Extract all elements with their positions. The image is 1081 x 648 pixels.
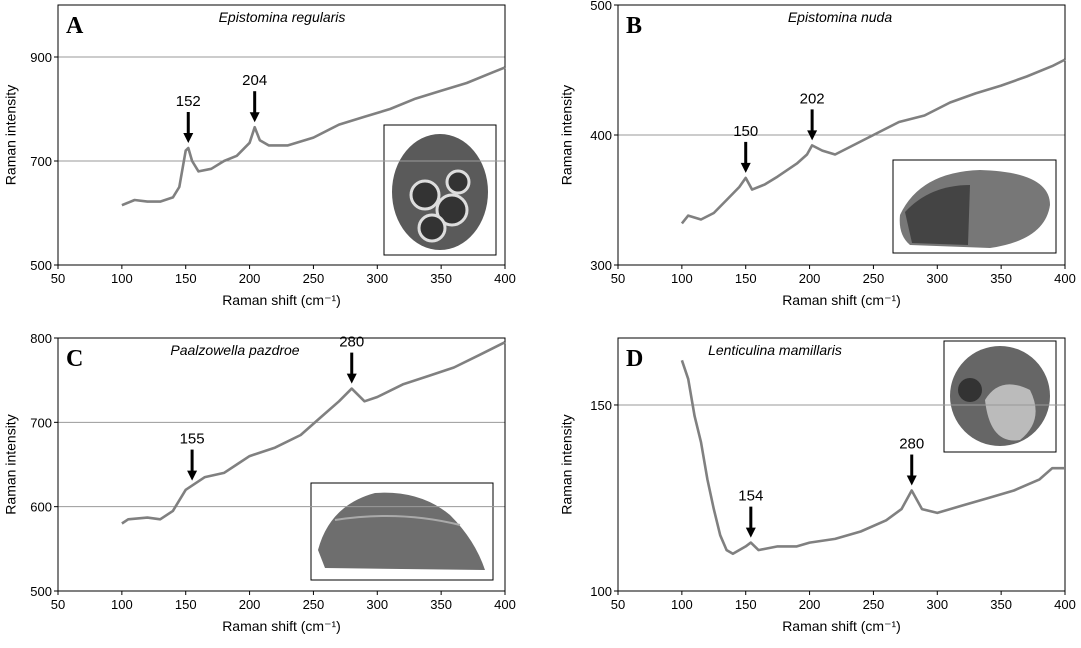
x-tick-label: 200 — [239, 597, 261, 612]
x-tick-label: 400 — [1054, 271, 1076, 286]
x-tick-label: 250 — [863, 597, 885, 612]
x-tick-label: 200 — [239, 271, 261, 286]
x-tick-label: 50 — [51, 597, 65, 612]
panel-letter: D — [626, 346, 643, 372]
chart-title: Epistomina regularis — [219, 9, 346, 25]
panel: 300 400 500 50 100 150 200 250 300 350 400 150 202 B E… — [559, 0, 1076, 308]
x-tick-label: 100 — [111, 597, 133, 612]
peak-label: 152 — [176, 93, 201, 110]
x-tick-label: 400 — [494, 597, 516, 612]
data-line — [680, 359, 1065, 556]
panel: 500 700 900 50 100 150 200 250 300 350 400 152 204 A E… — [3, 4, 516, 308]
x-tick-label: 150 — [735, 271, 757, 286]
panel-letter: B — [626, 13, 642, 39]
plot-frame — [617, 4, 1066, 266]
peak-arrow-head — [346, 373, 357, 384]
x-tick-label: 350 — [430, 271, 452, 286]
y-tick-label: 500 — [30, 258, 52, 273]
x-tick-label: 150 — [175, 597, 197, 612]
y-tick-label: 100 — [590, 584, 612, 599]
peak-label: 204 — [242, 72, 267, 89]
inset-c — [310, 482, 494, 581]
data-line — [121, 66, 506, 207]
x-tick-label: 300 — [366, 597, 388, 612]
y-tick-label: 700 — [30, 415, 52, 430]
y-tick-label: 300 — [590, 258, 612, 273]
x-axis-label: Raman shift (cm⁻¹) — [222, 292, 341, 308]
plot-frame — [57, 337, 506, 592]
x-tick-label: 350 — [990, 597, 1012, 612]
peak-label: 150 — [733, 123, 758, 140]
x-axis-label: Raman shift (cm⁻¹) — [782, 618, 901, 634]
panel: 500 600 700 800 50 100 150 200 250 300 350 400 155 28… — [3, 331, 516, 634]
panel-letter: A — [66, 13, 84, 39]
x-tick-label: 150 — [175, 271, 197, 286]
x-tick-label: 300 — [926, 597, 948, 612]
y-tick-label: 500 — [590, 0, 612, 13]
x-tick-label: 300 — [366, 271, 388, 286]
x-tick-label: 300 — [926, 271, 948, 286]
y-tick-label: 900 — [30, 50, 52, 65]
x-tick-label: 50 — [611, 271, 625, 286]
x-tick-label: 350 — [990, 271, 1012, 286]
peak-label: 154 — [738, 488, 763, 505]
inset-d — [943, 340, 1057, 453]
x-tick-label: 250 — [863, 271, 885, 286]
x-axis-label: Raman shift (cm⁻¹) — [782, 292, 901, 308]
inset-b — [892, 159, 1057, 254]
plot-frame — [617, 337, 1066, 592]
y-axis-label: Raman intensity — [3, 85, 19, 185]
peak-arrow-head — [745, 527, 756, 538]
x-tick-label: 150 — [735, 597, 757, 612]
y-tick-label: 800 — [30, 331, 52, 346]
x-tick-label: 100 — [671, 271, 693, 286]
peak-label: 280 — [339, 334, 364, 351]
panel-letter: C — [66, 346, 83, 372]
data-line — [121, 341, 506, 525]
y-tick-label: 700 — [30, 154, 52, 169]
x-tick-label: 100 — [671, 597, 693, 612]
peak-arrow-head — [187, 470, 198, 481]
y-tick-label: 600 — [30, 500, 52, 515]
x-tick-label: 250 — [303, 597, 325, 612]
peak-arrow-head — [249, 112, 260, 123]
peak-arrow-head — [183, 133, 194, 143]
x-tick-label: 100 — [111, 271, 133, 286]
peak-label: 155 — [180, 431, 205, 448]
y-tick-label: 400 — [590, 128, 612, 143]
chart-title: Epistomina nuda — [788, 9, 893, 25]
peak-arrow-head — [906, 475, 917, 486]
x-tick-label: 250 — [303, 271, 325, 286]
peak-label: 280 — [899, 436, 924, 453]
x-tick-label: 400 — [1054, 597, 1076, 612]
x-tick-label: 400 — [494, 271, 516, 286]
y-axis-label: Raman intensity — [559, 85, 575, 185]
x-axis-label: Raman shift (cm⁻¹) — [222, 618, 341, 634]
y-axis-label: Raman intensity — [559, 414, 575, 514]
x-tick-label: 50 — [611, 597, 625, 612]
y-tick-label: 150 — [590, 398, 612, 413]
peak-arrow-head — [807, 130, 818, 141]
peak-label: 202 — [800, 90, 825, 107]
inset-a — [383, 124, 497, 256]
x-tick-label: 350 — [430, 597, 452, 612]
plot-frame — [57, 4, 506, 266]
peak-arrow-head — [740, 162, 751, 173]
y-axis-label: Raman intensity — [3, 414, 19, 514]
data-line — [680, 58, 1066, 225]
x-tick-label: 200 — [799, 271, 821, 286]
x-tick-label: 50 — [51, 271, 65, 286]
chart-title: Lenticulina mamillaris — [708, 342, 842, 358]
y-tick-label: 500 — [30, 584, 52, 599]
x-tick-label: 200 — [799, 597, 821, 612]
chart-title: Paalzowella pazdroe — [170, 342, 299, 358]
